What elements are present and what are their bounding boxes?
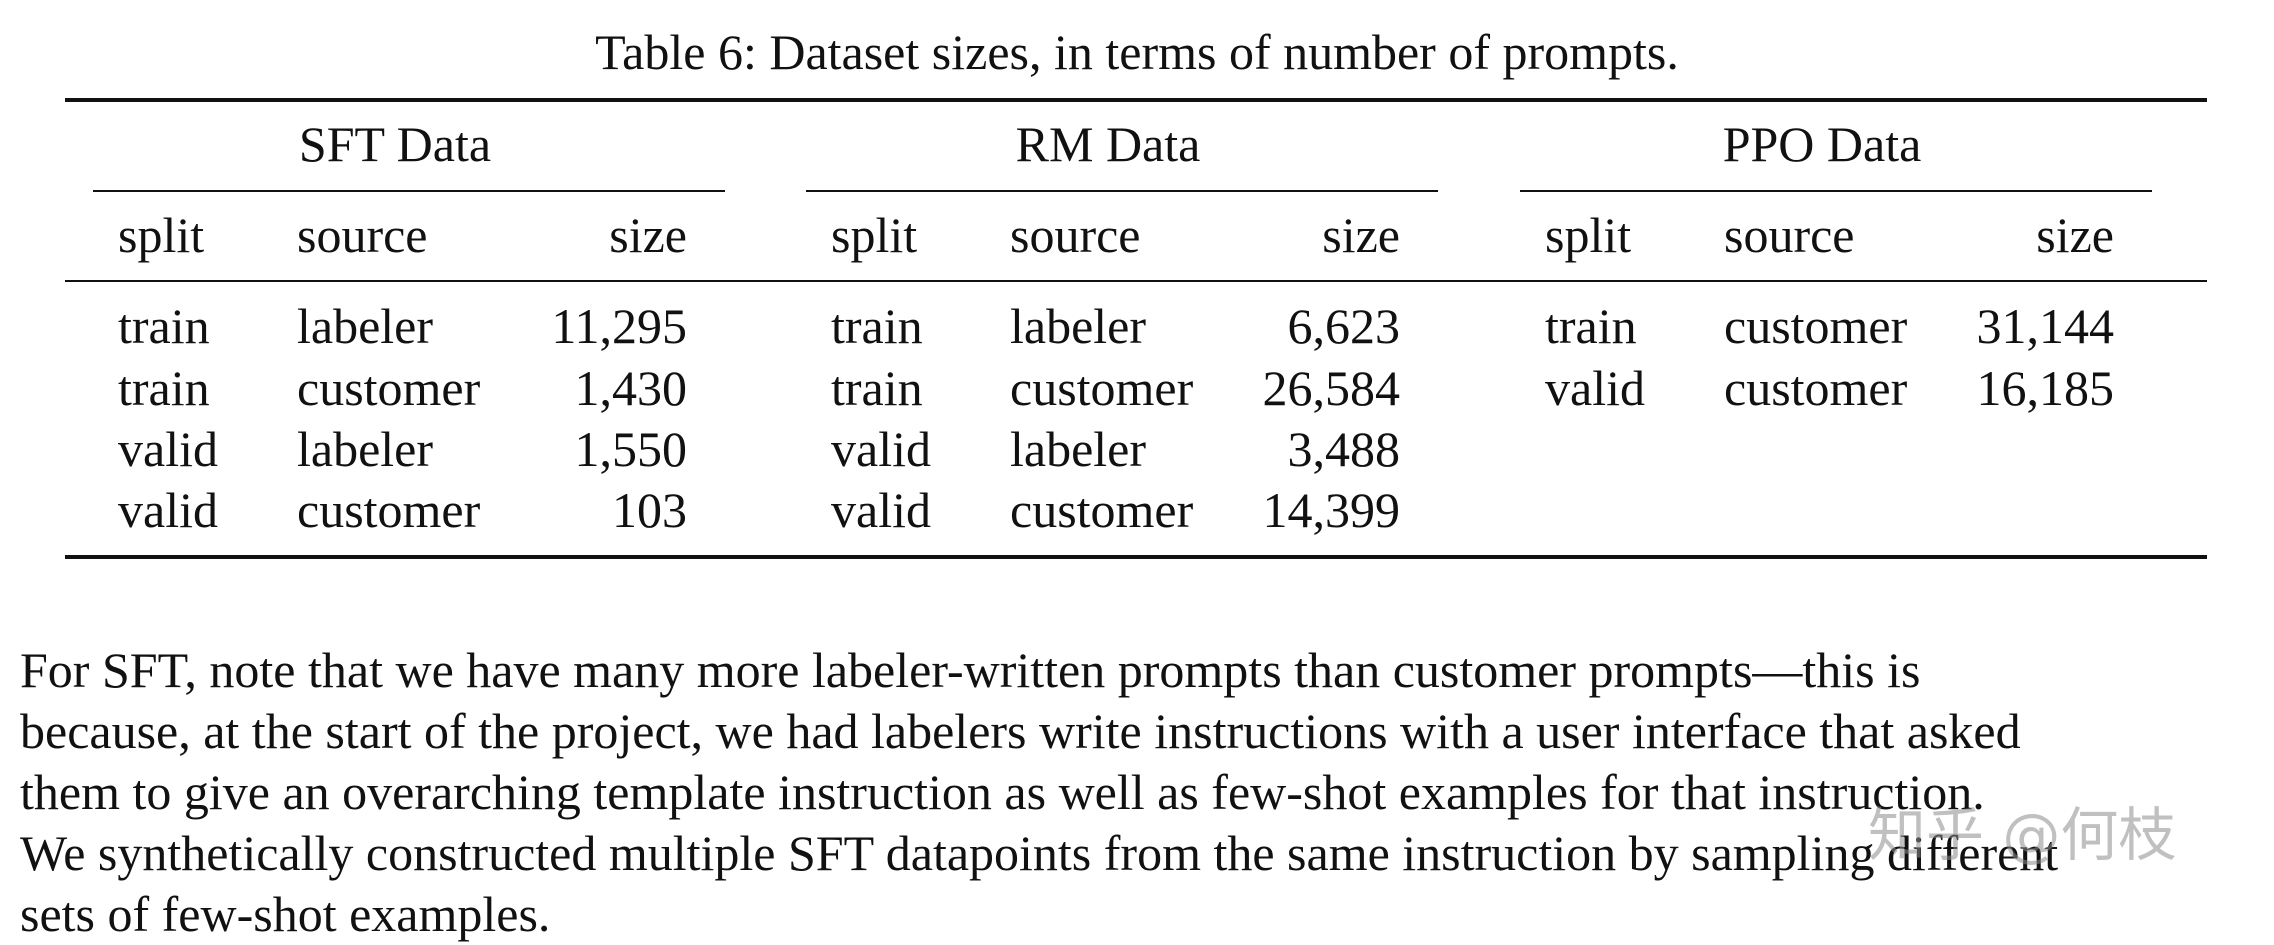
body-paragraph: For SFT, note that we have many more lab… <box>20 640 2265 945</box>
group-rule <box>806 190 1438 192</box>
cell-source: customer <box>1724 298 1908 354</box>
cell-split: valid <box>831 421 931 477</box>
cell-size: 26,584 <box>1262 360 1401 416</box>
rm-data-group: RM Data split source size train labeler … <box>778 0 1438 560</box>
cell-size: 103 <box>612 482 687 538</box>
cell-size: 14,399 <box>1262 482 1401 538</box>
cell-size: 31,144 <box>1976 298 2115 354</box>
group-title: RM Data <box>1015 116 1201 172</box>
cell-source: customer <box>297 482 481 538</box>
cell-source: customer <box>1010 360 1194 416</box>
header-source: source <box>1010 207 1141 263</box>
header-split: split <box>1545 207 1632 263</box>
cell-split: valid <box>118 482 218 538</box>
cell-split: train <box>831 298 923 354</box>
header-split: split <box>831 207 918 263</box>
header-source: source <box>1724 207 1855 263</box>
group-title: PPO Data <box>1722 116 1922 172</box>
group-rule <box>1520 190 2152 192</box>
watermark: 知乎 @何枝 <box>1868 801 2177 869</box>
cell-size: 16,185 <box>1976 360 2115 416</box>
cell-split: train <box>831 360 923 416</box>
paragraph-line: We synthetically constructed multiple SF… <box>20 825 2059 881</box>
cell-size: 3,488 <box>1287 421 1401 477</box>
table-caption: Table 6: Dataset sizes, in terms of numb… <box>595 24 1679 80</box>
paragraph-line: sets of few-shot examples. <box>20 886 551 942</box>
paragraph-line: them to give an overarching template ins… <box>20 764 1985 820</box>
group-rule <box>93 190 725 192</box>
header-size: size <box>1322 207 1400 263</box>
cell-source: labeler <box>1010 421 1147 477</box>
cell-size: 1,550 <box>574 421 688 477</box>
cell-split: valid <box>118 421 218 477</box>
cell-source: labeler <box>1010 298 1147 354</box>
cell-split: train <box>118 298 210 354</box>
header-source: source <box>297 207 428 263</box>
header-split: split <box>118 207 205 263</box>
paragraph-line: For SFT, note that we have many more lab… <box>20 642 1921 698</box>
paragraph-line: because, at the start of the project, we… <box>20 703 2021 759</box>
cell-size: 11,295 <box>551 298 687 354</box>
header-size: size <box>2036 207 2114 263</box>
cell-split: train <box>1545 298 1637 354</box>
cell-split: train <box>118 360 210 416</box>
cell-split: valid <box>1545 360 1645 416</box>
cell-source: customer <box>1724 360 1908 416</box>
cell-source: customer <box>297 360 481 416</box>
cell-size: 6,623 <box>1287 298 1401 354</box>
table-top-rule <box>65 98 2207 102</box>
cell-split: valid <box>831 482 931 538</box>
table-bottom-rule <box>65 555 2207 559</box>
cell-source: customer <box>1010 482 1194 538</box>
ppo-data-group: PPO Data split source size train custome… <box>1492 0 2152 560</box>
table-header-rule <box>65 280 2207 282</box>
cell-size: 1,430 <box>574 360 688 416</box>
cell-source: labeler <box>297 421 434 477</box>
cell-source: labeler <box>297 298 434 354</box>
group-title: SFT Data <box>298 116 492 172</box>
header-size: size <box>609 207 687 263</box>
sft-data-group: SFT Data split source size train labeler… <box>65 0 725 560</box>
